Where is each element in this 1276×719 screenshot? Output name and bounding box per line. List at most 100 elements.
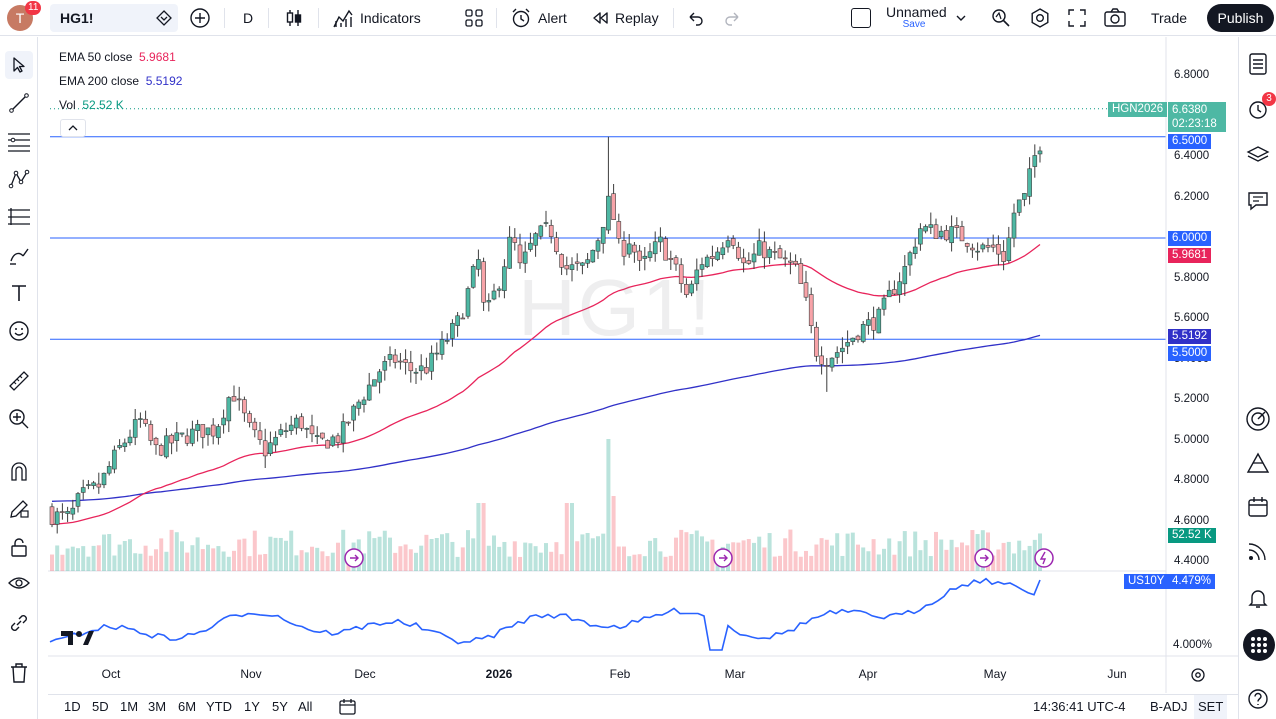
candle-body [252, 421, 258, 431]
fullscreen-button[interactable] [1067, 4, 1087, 32]
object-tree-button[interactable] [1244, 141, 1272, 169]
candle-body [190, 428, 195, 444]
ideas-button[interactable] [1244, 449, 1272, 477]
candle-body [949, 226, 954, 244]
settings-button[interactable] [1029, 4, 1051, 32]
symbol-info-icon[interactable] [156, 10, 172, 26]
range-button-1m[interactable]: 1M [120, 699, 139, 714]
tradingview-logo[interactable] [60, 628, 94, 653]
measure-tool[interactable] [5, 367, 33, 395]
notifications-button[interactable] [1244, 584, 1272, 612]
text-tool[interactable] [5, 279, 33, 307]
help-button[interactable] [1244, 685, 1272, 713]
visibility-tool[interactable] [5, 569, 33, 597]
link-tool[interactable] [5, 609, 33, 637]
ema50-legend[interactable]: EMA 50 close 5.9681 [59, 50, 176, 64]
cursor-tool[interactable] [5, 51, 33, 79]
quick-search-button[interactable] [990, 4, 1012, 32]
candle-body [75, 493, 81, 507]
range-button-1d[interactable]: 1D [64, 699, 81, 714]
horizontal-lines-tool[interactable] [5, 127, 33, 155]
volume-bar [424, 534, 429, 571]
volume-bar [674, 537, 678, 571]
volume-bar [835, 533, 840, 571]
clock-readout[interactable]: 14:36:41 UTC-4 [1033, 699, 1126, 714]
volume-bar [866, 551, 871, 571]
replay-button[interactable]: Replay [591, 4, 659, 32]
chart-type-button[interactable] [284, 4, 304, 32]
range-button-3m[interactable]: 3M [148, 699, 167, 714]
candle-body [496, 288, 502, 291]
range-button-5y[interactable]: 5Y [272, 699, 288, 714]
volume-legend[interactable]: Vol 52.52 K [59, 98, 124, 112]
trade-button[interactable]: Trade [1150, 10, 1188, 26]
remove-drawings-tool[interactable] [5, 659, 33, 687]
chat-button[interactable] [1244, 187, 1272, 215]
ema200-legend[interactable]: EMA 200 close 5.5192 [59, 74, 183, 88]
zoom-tool[interactable] [5, 405, 33, 433]
lock-tool[interactable] [5, 533, 33, 561]
candle-body [944, 230, 949, 241]
volume-bar [195, 537, 200, 571]
collapse-legend-button[interactable] [60, 119, 86, 137]
volume-bar [954, 547, 959, 571]
trendline-tool[interactable] [5, 89, 33, 117]
candle-body [590, 249, 596, 263]
drawing-mode-tool[interactable] [5, 495, 33, 523]
apps-button[interactable] [1243, 629, 1275, 661]
volume-bar [533, 546, 538, 571]
calendar-button[interactable] [1244, 493, 1272, 521]
range-button-ytd[interactable]: YTD [206, 699, 232, 714]
alerts-button[interactable] [1244, 95, 1272, 123]
range-button-6m[interactable]: 6M [178, 699, 197, 714]
redo-button[interactable] [724, 4, 742, 32]
layout-menu-button[interactable] [954, 4, 968, 32]
session-toggle[interactable]: SET [1194, 695, 1228, 719]
candle-body [902, 266, 908, 285]
range-button-5d[interactable]: 5D [92, 699, 109, 714]
undo-button[interactable] [686, 4, 704, 32]
candle-body [486, 300, 492, 303]
volume-bar [284, 540, 288, 571]
symbol-search[interactable]: HG1! [50, 4, 178, 32]
layout-checkbox[interactable] [851, 4, 871, 32]
range-button-all[interactable]: All [298, 699, 313, 714]
watchlist-button[interactable] [1244, 50, 1272, 78]
volume-bar [497, 546, 502, 571]
candle-body [366, 384, 372, 401]
alert-button[interactable]: Alert [510, 4, 567, 32]
badj-toggle[interactable]: B-ADJ [1150, 699, 1188, 714]
news-button[interactable] [1244, 537, 1272, 565]
brush-tool[interactable] [5, 241, 33, 269]
volume-bar [310, 546, 314, 571]
candle-body [491, 290, 497, 300]
emoji-tool[interactable] [5, 317, 33, 345]
range-button-1y[interactable]: 1Y [244, 699, 260, 714]
layout-name[interactable]: Unnamed Save [886, 4, 947, 30]
volume-bar [164, 551, 169, 571]
axis-settings-button[interactable] [1190, 667, 1206, 688]
interval-button[interactable]: D [243, 10, 254, 26]
volume-bar [918, 550, 923, 571]
tradingview-logo-icon [61, 631, 94, 645]
candle-body [346, 421, 351, 424]
magnet-tool[interactable] [5, 457, 33, 485]
candle-body [320, 432, 325, 439]
divider [224, 8, 225, 28]
candle-body [465, 288, 471, 317]
publish-button[interactable]: Publish [1207, 4, 1274, 32]
price-chart[interactable] [0, 0, 1238, 694]
candle-body [403, 359, 408, 363]
goto-date-button[interactable] [338, 697, 358, 719]
snapshot-button[interactable] [1103, 4, 1127, 32]
layouts-button[interactable] [464, 4, 484, 32]
compare-button[interactable] [189, 4, 211, 32]
pattern-tool[interactable] [5, 165, 33, 193]
indicators-button[interactable]: Indicators [332, 4, 421, 32]
volume-bar [523, 542, 528, 571]
volume-bar [1006, 541, 1011, 571]
fib-tool[interactable] [5, 203, 33, 231]
volume-bar [882, 548, 886, 571]
volume-bar [1027, 545, 1032, 571]
hotlists-button[interactable] [1244, 405, 1272, 433]
